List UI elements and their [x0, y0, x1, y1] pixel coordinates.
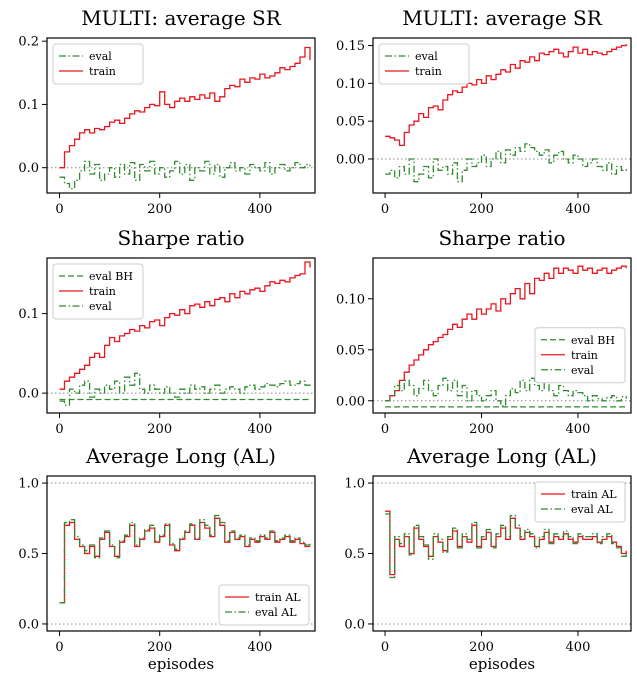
x-tick-label: 200	[147, 422, 172, 437]
legend-label: eval BH	[89, 270, 133, 283]
legend-box	[52, 43, 144, 85]
x-tick-label: 0	[55, 640, 63, 655]
series-line-eval	[385, 513, 627, 579]
y-tick-label: 0.1	[18, 98, 39, 113]
chart-panel-2: MULTI: average SR 0 200 400 0.00 0.05 0.10 0.15…	[336, 6, 632, 217]
series-line-eval	[59, 514, 311, 604]
y-tick-label: 0.2	[18, 35, 39, 50]
legend-box	[218, 584, 310, 626]
legend-label: train AL	[255, 591, 301, 604]
y-tick-label: 0.15	[336, 39, 365, 54]
legend: eval BH train eval	[534, 327, 626, 384]
legend: eval train	[52, 43, 144, 85]
x-axis-label: episodes	[148, 655, 214, 673]
legend-box	[534, 327, 626, 384]
chart-title: MULTI: average SR	[81, 6, 282, 30]
legend-box	[378, 43, 470, 85]
x-tick-label: 200	[147, 202, 172, 217]
series-line-train	[385, 44, 627, 147]
legend-label: train	[415, 65, 442, 78]
chart-title: Sharpe ratio	[438, 226, 565, 250]
chart-panel-6: Average Long (AL) 0 200 400 0.0 0.5 1.0 episode…	[344, 444, 632, 673]
x-tick-label: 0	[55, 422, 63, 437]
legend-box	[52, 263, 144, 320]
series-line-eval	[59, 160, 311, 190]
series-line-train	[59, 261, 311, 390]
legend: train AL eval AL	[534, 481, 626, 523]
chart-title: Average Long (AL)	[406, 444, 597, 468]
y-tick-label: 0.5	[344, 547, 365, 562]
legend-label: train	[89, 65, 116, 78]
axes-frame	[46, 37, 316, 194]
y-tick-label: 0.00	[336, 152, 365, 167]
x-tick-label: 0	[381, 640, 389, 655]
legend: eval BH train eval	[52, 263, 144, 320]
chart-title: Average Long (AL)	[85, 444, 276, 468]
y-tick-label: 0.10	[336, 292, 365, 307]
chart-panel-5: Average Long (AL) 0 200 400 0.0 0.5 1.0 episode…	[18, 444, 316, 673]
y-tick-label: 0.0	[344, 617, 365, 632]
x-tick-label: 200	[147, 640, 172, 655]
chart-title: Sharpe ratio	[117, 226, 244, 250]
series-line-eval	[59, 372, 311, 406]
legend-label: eval	[89, 300, 112, 313]
x-axis-label: episodes	[469, 655, 535, 673]
x-tick-label: 0	[381, 202, 389, 217]
x-tick-label: 200	[469, 640, 494, 655]
y-tick-label: 0.05	[336, 115, 365, 130]
legend-label: train AL	[571, 488, 617, 501]
series-line-eval	[385, 143, 627, 183]
legend-box	[534, 481, 626, 523]
x-tick-label: 0	[55, 202, 63, 217]
chart-panel-4: Sharpe ratio 0 200 400 0.00 0.05 0.10 eval BH tr…	[336, 226, 632, 437]
axes-frame	[46, 257, 316, 414]
series-line-train	[59, 46, 311, 169]
x-tick-label: 400	[566, 202, 591, 217]
axes-frame	[372, 257, 632, 414]
y-tick-label: 0.0	[18, 387, 39, 402]
chart-panel-1: MULTI: average SR 0 200 400 0.0 0.1 0.2 eval tra…	[18, 6, 316, 217]
x-tick-label: 200	[469, 202, 494, 217]
x-tick-label: 0	[381, 422, 389, 437]
legend-label: train	[89, 285, 116, 298]
x-tick-label: 200	[469, 422, 494, 437]
x-tick-label: 400	[566, 640, 591, 655]
y-tick-label: 0.1	[18, 307, 39, 322]
y-tick-label: 0.0	[18, 161, 39, 176]
legend-label: eval	[571, 364, 594, 377]
legend-label: eval	[415, 50, 438, 63]
legend-label: eval BH	[571, 334, 615, 347]
y-tick-label: 0.05	[336, 343, 365, 358]
y-tick-label: 0.10	[336, 77, 365, 92]
legend-label: train	[571, 349, 598, 362]
chart-title: MULTI: average SR	[402, 6, 603, 30]
legend-label: eval	[89, 50, 112, 63]
axes-frame	[372, 37, 632, 194]
y-tick-label: 1.0	[344, 477, 365, 492]
y-tick-label: 1.0	[18, 477, 39, 492]
legend-label: eval AL	[571, 503, 613, 516]
y-tick-label: 0.0	[18, 617, 39, 632]
legend: eval train	[378, 43, 470, 85]
y-tick-label: 0.00	[336, 394, 365, 409]
y-tick-label: 0.5	[18, 547, 39, 562]
x-tick-label: 400	[247, 202, 272, 217]
x-tick-label: 400	[247, 640, 272, 655]
series-line-eval	[385, 377, 627, 407]
x-tick-label: 400	[247, 422, 272, 437]
x-tick-label: 400	[566, 422, 591, 437]
legend: train AL eval AL	[218, 584, 310, 626]
legend-label: eval AL	[255, 606, 297, 619]
series-line-train	[385, 265, 627, 402]
